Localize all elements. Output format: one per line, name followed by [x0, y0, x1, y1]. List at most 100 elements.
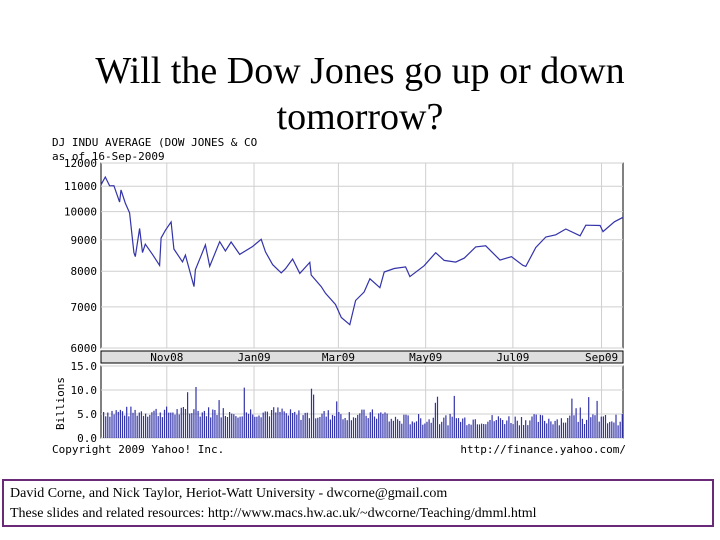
volume-bar	[113, 414, 115, 438]
volume-bar	[103, 412, 105, 438]
volume-bar	[231, 413, 233, 438]
volume-bar	[203, 410, 205, 438]
volume-bar	[464, 417, 466, 438]
volume-bar	[613, 422, 615, 438]
volume-bar	[504, 424, 506, 438]
volume-bar	[399, 420, 401, 438]
volume-bar	[245, 412, 247, 438]
volume-bar	[619, 421, 621, 438]
volume-bar	[577, 421, 579, 438]
volume-bar	[105, 416, 107, 438]
volume-bar	[361, 409, 363, 438]
volume-bar	[541, 415, 544, 438]
volume-bar	[323, 411, 325, 438]
x-tick-label: Nov08	[150, 351, 183, 364]
volume-bar	[453, 395, 455, 438]
volume-bar	[451, 416, 453, 438]
slide-title: Will the Dow Jones go up or down tomorro…	[0, 48, 720, 140]
volume-bar	[281, 408, 283, 438]
footer-credit: David Corne, and Nick Taylor, Heriot-Wat…	[10, 486, 448, 501]
volume-bar	[224, 416, 226, 438]
volume-bar	[260, 417, 262, 438]
volume-bar	[325, 416, 327, 438]
volume-bar	[294, 411, 296, 438]
x-tick-label: Jul09	[496, 351, 529, 364]
volume-tick-label: 5.0	[77, 408, 97, 421]
volume-bar	[151, 412, 153, 438]
volume-bar	[562, 422, 565, 438]
volume-bar	[119, 409, 121, 438]
volume-bar	[575, 408, 577, 438]
volume-bar	[573, 415, 575, 438]
volume-bar	[313, 394, 315, 438]
volume-bar	[226, 417, 229, 438]
volume-bar	[250, 409, 252, 438]
volume-bar	[403, 414, 405, 438]
volume-bar	[292, 413, 294, 438]
volume-bar	[128, 416, 130, 438]
volume-bar	[208, 407, 210, 438]
volume-bar	[592, 414, 594, 438]
volume-bar	[367, 418, 369, 438]
volume-bar	[308, 418, 310, 438]
volume-bar	[243, 387, 245, 438]
volume-bar	[254, 416, 256, 438]
volume-bar	[241, 416, 243, 438]
volume-bar	[357, 414, 359, 438]
volume-bar	[352, 417, 355, 438]
volume-bar	[537, 421, 539, 438]
volume-bar	[296, 414, 298, 438]
footer-box: David Corne, and Nick Taylor, Heriot-Wat…	[2, 479, 714, 527]
volume-bar	[392, 420, 394, 438]
volume-bar	[184, 409, 187, 438]
volume-bar	[197, 410, 199, 438]
volume-bar	[516, 420, 518, 438]
volume-bar	[418, 414, 420, 438]
volume-bar	[420, 418, 422, 438]
volume-bar	[554, 420, 556, 438]
volume-bar	[268, 416, 271, 438]
volume-bar	[604, 415, 607, 438]
price-tick-label: 11000	[64, 180, 97, 193]
volume-bar	[289, 409, 292, 438]
volume-bar	[430, 422, 432, 438]
volume-bar	[394, 416, 397, 438]
x-tick-label: May09	[409, 351, 442, 364]
volume-bar	[447, 425, 449, 438]
volume-bar	[214, 410, 216, 438]
chart-header-line-2: as of 16-Sep-2009	[52, 150, 165, 163]
volume-bar	[256, 416, 258, 438]
volume-bar	[499, 418, 502, 438]
volume-bar	[476, 424, 478, 438]
volume-bar	[168, 412, 170, 438]
volume-bar	[163, 409, 166, 438]
volume-bar	[275, 412, 277, 438]
volume-bar	[546, 423, 548, 438]
volume-bar	[455, 418, 457, 438]
volume-bar	[525, 420, 527, 438]
volume-bar	[386, 413, 388, 438]
volume-bar	[155, 408, 157, 438]
volume-bar	[405, 414, 407, 438]
volume-bar	[172, 412, 174, 438]
volume-bar	[518, 425, 520, 438]
volume-bar	[596, 400, 598, 438]
volume-bar	[571, 398, 573, 438]
volume-bar	[512, 424, 514, 438]
volume-tick-label: 0.0	[77, 432, 97, 445]
volume-bar	[210, 417, 212, 438]
volume-bar	[583, 424, 586, 438]
price-tick-label: 6000	[71, 342, 98, 355]
volume-bar	[607, 423, 609, 438]
volume-bar	[237, 417, 239, 438]
volume-bar	[117, 411, 119, 438]
volume-bar	[216, 415, 218, 438]
volume-bar	[363, 409, 365, 438]
volume-bar	[115, 410, 117, 438]
volume-bar	[510, 423, 512, 438]
volume-y-axis: 15.0 10.0 5.0 0.0	[71, 360, 98, 445]
volume-bar	[609, 421, 611, 438]
volume-bar	[441, 421, 443, 438]
volume-bar	[157, 416, 159, 438]
volume-bar	[485, 424, 487, 438]
